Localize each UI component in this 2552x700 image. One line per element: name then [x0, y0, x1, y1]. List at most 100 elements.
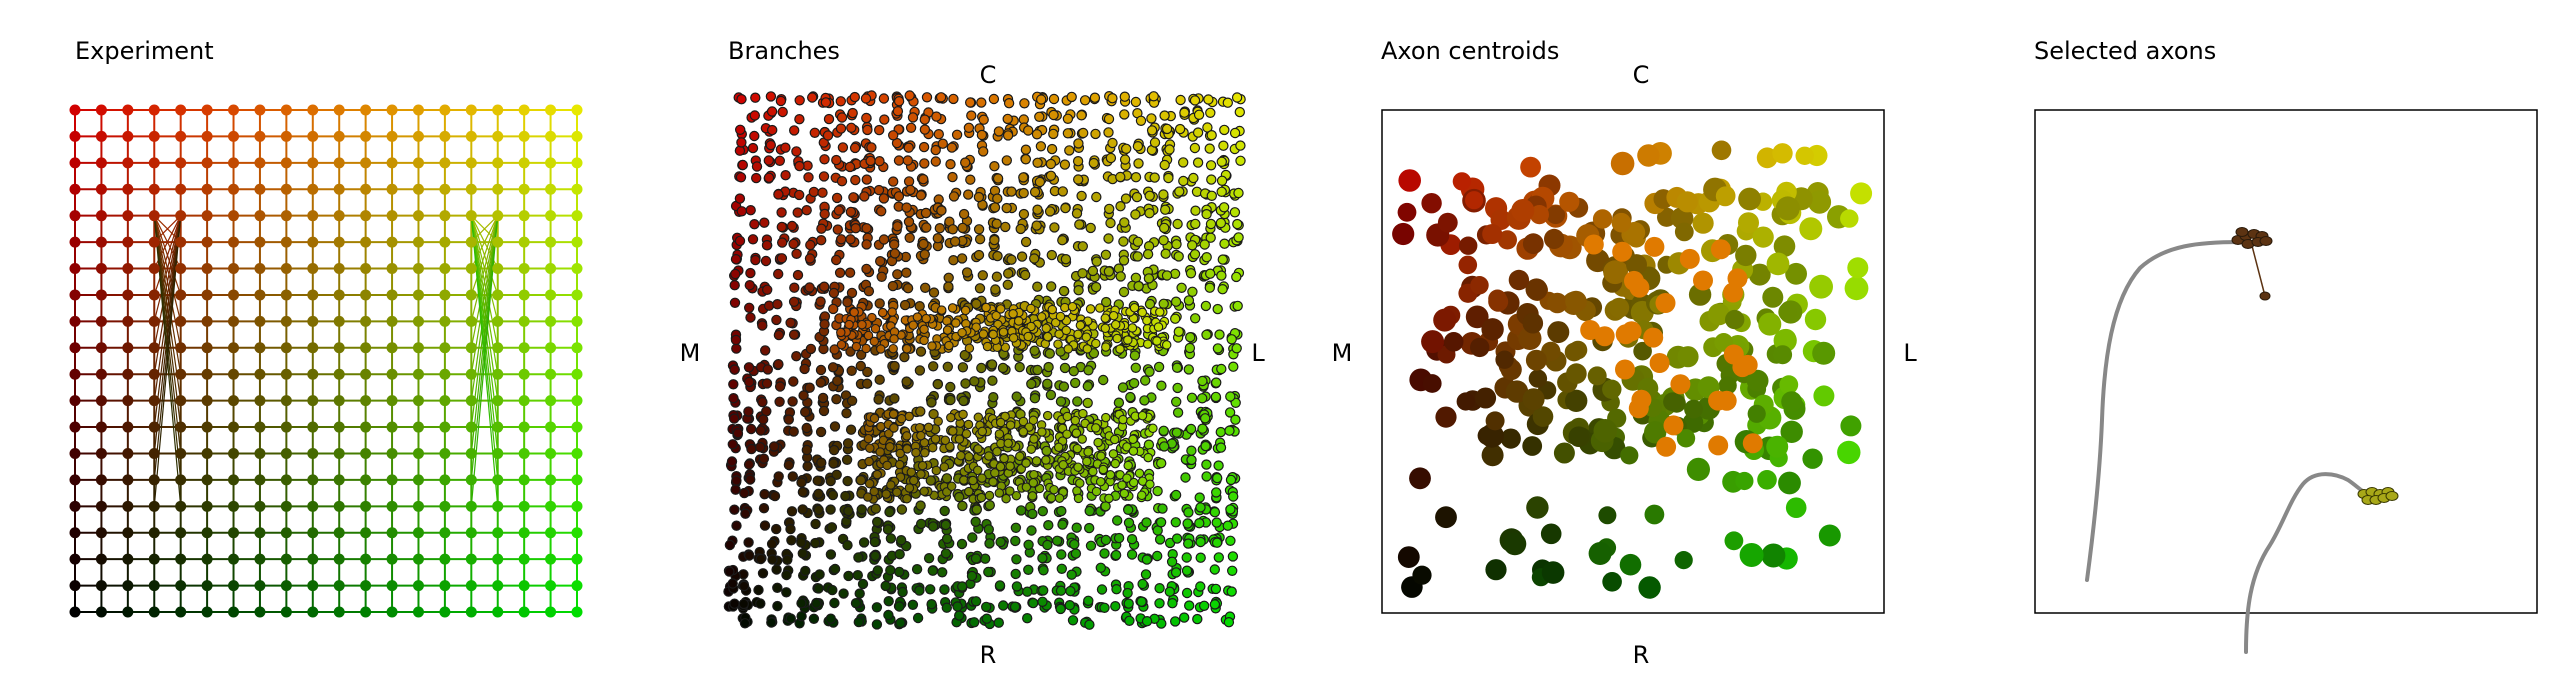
grid-point	[69, 606, 81, 618]
grid-point	[95, 157, 107, 169]
branch-point	[988, 93, 1000, 105]
branch-point	[903, 216, 915, 227]
centroid-point	[1485, 411, 1505, 431]
branch-point	[1199, 413, 1211, 424]
centroid-point	[1649, 353, 1670, 373]
branch-point	[1032, 364, 1043, 376]
grid-point	[148, 395, 160, 407]
centroid-point	[1508, 269, 1530, 291]
branch-point	[1136, 596, 1147, 607]
branch-point	[1091, 486, 1102, 497]
grid-point	[386, 183, 398, 195]
branch-point	[948, 426, 958, 436]
branch-point	[794, 113, 805, 125]
branch-point	[871, 619, 883, 630]
branch-point	[1110, 601, 1121, 612]
branch-point	[1043, 520, 1054, 531]
grid-point	[360, 210, 372, 222]
branch-point	[1184, 332, 1196, 343]
grid-point	[492, 474, 504, 486]
grid-point	[386, 395, 398, 407]
grid-point	[201, 130, 213, 142]
grid-point	[175, 474, 187, 486]
branch-point	[808, 186, 820, 198]
grid-point	[386, 500, 398, 512]
branch-point	[874, 124, 885, 136]
branch-point	[1021, 482, 1032, 492]
grid-point	[360, 421, 372, 433]
branch-point	[1042, 331, 1053, 342]
branch-point	[1183, 507, 1194, 518]
branch-point	[1142, 315, 1152, 326]
branch-point	[930, 434, 941, 444]
branch-point	[1217, 254, 1229, 265]
branch-point	[1145, 479, 1155, 490]
grid-point	[122, 395, 134, 407]
grid-point	[307, 210, 319, 222]
branch-point	[860, 93, 872, 104]
branch-point	[1008, 309, 1018, 319]
branch-point	[755, 598, 766, 609]
branch-point	[1022, 125, 1034, 136]
grid-point	[280, 606, 292, 618]
grid-point	[148, 289, 160, 301]
branch-point	[776, 221, 788, 233]
branch-point	[871, 602, 883, 613]
branch-point	[1105, 152, 1117, 164]
grid-point	[148, 104, 160, 116]
branch-point	[931, 111, 942, 122]
branch-point	[1172, 382, 1183, 394]
branch-point	[1181, 587, 1193, 599]
grid-point	[492, 157, 504, 169]
branch-point	[808, 613, 820, 625]
branch-point	[1068, 366, 1080, 377]
branch-point	[946, 142, 958, 153]
branch-point	[1043, 361, 1054, 373]
branch-point	[743, 537, 754, 548]
grid-point	[360, 447, 372, 459]
branch-point	[1124, 615, 1135, 627]
grid-point	[201, 500, 213, 512]
branch-point	[1045, 281, 1057, 292]
grid-point	[360, 553, 372, 565]
branch-point	[1083, 447, 1093, 457]
branch-point	[1060, 254, 1072, 265]
branch-point	[1000, 221, 1011, 233]
branch-points	[723, 90, 1246, 630]
grid-point	[465, 104, 477, 116]
branch-point	[1072, 155, 1084, 167]
branch-point	[881, 489, 891, 499]
branch-point	[930, 156, 942, 167]
centroid-point	[1546, 205, 1566, 225]
grid-point	[280, 342, 292, 354]
branch-point	[740, 508, 751, 519]
branch-point	[998, 600, 1009, 611]
grid-point	[465, 157, 477, 169]
centroid-point	[1481, 444, 1504, 467]
grid-point	[412, 527, 424, 539]
branch-point	[827, 584, 838, 596]
branch-point	[787, 396, 798, 407]
branch-point	[1056, 549, 1067, 560]
branch-point	[1179, 107, 1190, 118]
branch-point	[1020, 154, 1032, 165]
grid-point	[386, 236, 398, 248]
branch-point	[1141, 517, 1152, 528]
branch-point	[1213, 552, 1225, 563]
branch-point	[1115, 344, 1125, 354]
grid-point	[122, 342, 134, 354]
branch-point	[917, 460, 928, 471]
branch-point	[1105, 217, 1116, 229]
centroid-point	[1565, 389, 1588, 412]
branch-point	[763, 172, 775, 183]
centroid-point	[1775, 196, 1800, 221]
grid-point	[439, 395, 451, 407]
branch-point	[870, 550, 881, 562]
branch-point	[876, 271, 887, 282]
branch-point	[1037, 585, 1049, 596]
branch-point	[1067, 615, 1079, 626]
branch-point	[815, 296, 826, 307]
branch-point	[963, 419, 974, 430]
centroid-point	[1785, 497, 1807, 518]
branch-point	[995, 536, 1006, 548]
